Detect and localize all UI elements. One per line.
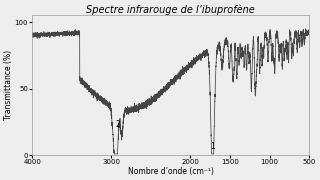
Text: 2: 2 — [115, 120, 120, 129]
X-axis label: Nombre d’onde (cm⁻¹): Nombre d’onde (cm⁻¹) — [128, 167, 214, 176]
Y-axis label: Transmittance (%): Transmittance (%) — [4, 50, 13, 120]
Title: Spectre infrarouge de l’ibuprofène: Spectre infrarouge de l’ibuprofène — [86, 4, 255, 15]
Text: 1: 1 — [210, 142, 215, 151]
